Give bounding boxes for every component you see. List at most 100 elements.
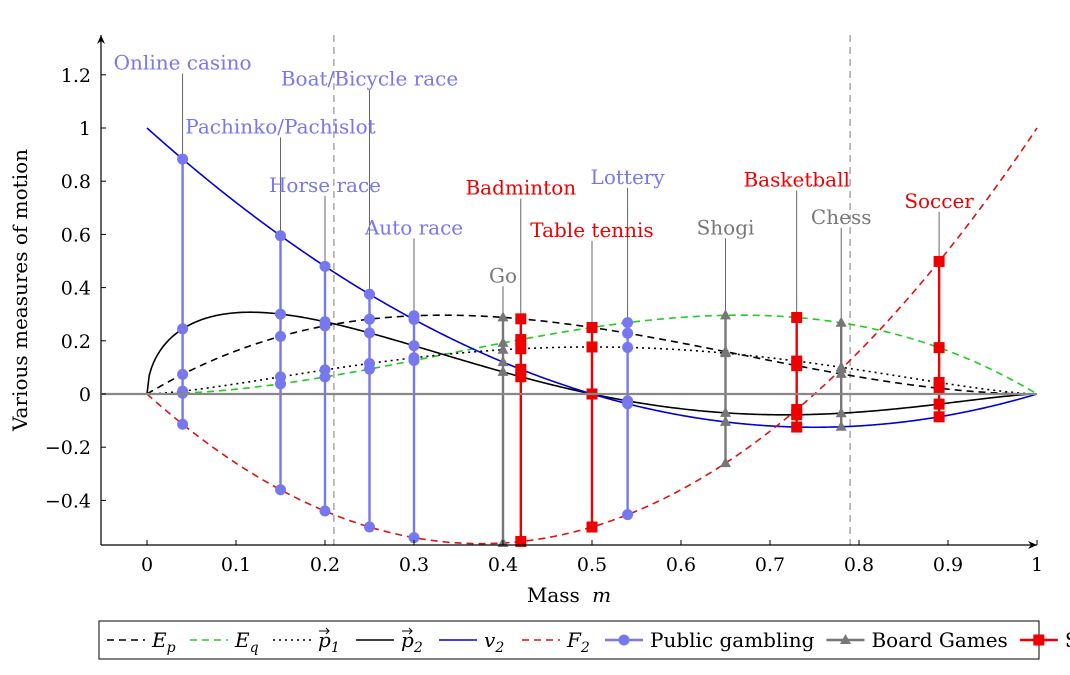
y-tick-label: −0.2 bbox=[45, 437, 91, 459]
game-marker bbox=[933, 411, 945, 423]
game-marker bbox=[515, 343, 527, 355]
game-label: Basketball bbox=[743, 168, 849, 192]
x-axis-arrow bbox=[1028, 541, 1037, 549]
game-label: Chess bbox=[811, 205, 872, 229]
y-tick-label: 0.8 bbox=[61, 171, 91, 193]
game-marker bbox=[586, 521, 598, 533]
game-marker bbox=[319, 260, 331, 272]
axes: 0 0.1 0.2 0.3 0.4 0.5 0.6 0.7 0.8 0.9 1 −0.4 −0.2 0 0.… bbox=[45, 35, 1043, 576]
game-marker bbox=[515, 334, 527, 346]
game-marker bbox=[791, 404, 803, 416]
legend-label-Ep: Ep bbox=[151, 628, 176, 656]
legend-label-p1: p1 bbox=[318, 628, 340, 656]
game-marker bbox=[835, 363, 847, 374]
y-axis-arrow bbox=[97, 35, 105, 44]
game-marker bbox=[586, 322, 598, 333]
game-label: Lottery bbox=[591, 165, 666, 189]
game-marker bbox=[720, 457, 731, 468]
x-axis-title-var: m bbox=[592, 583, 611, 607]
x-tick-label: 1 bbox=[1031, 554, 1043, 576]
legend-label-p2: p2 bbox=[401, 628, 423, 656]
game-marker bbox=[319, 364, 331, 376]
x-axis-title-text: Mass bbox=[527, 583, 580, 607]
game-marker bbox=[515, 371, 527, 383]
game-marker bbox=[408, 532, 420, 544]
game-label: Horse race bbox=[269, 173, 381, 197]
y-tick-label: 0 bbox=[79, 384, 91, 406]
legend-label-public: Public gambling bbox=[650, 628, 815, 652]
game-marker bbox=[497, 311, 509, 322]
legend-symbol: v bbox=[484, 628, 496, 652]
x-tick-label: 0.7 bbox=[755, 554, 785, 576]
game-marker bbox=[364, 288, 375, 300]
x-tick-label: 0.5 bbox=[577, 554, 607, 576]
game-marker bbox=[177, 418, 189, 430]
game-marker bbox=[515, 535, 527, 547]
y-tick-label: 0.2 bbox=[61, 331, 91, 353]
game-marker bbox=[275, 330, 286, 342]
game-marker bbox=[497, 343, 509, 354]
game-marker bbox=[408, 352, 420, 364]
game-marker bbox=[933, 255, 945, 267]
y-tick-label: −0.4 bbox=[45, 490, 91, 512]
game-marker bbox=[791, 355, 803, 367]
game-marker bbox=[835, 316, 847, 327]
game-marker bbox=[364, 357, 375, 369]
game-marker bbox=[497, 356, 509, 367]
game-label: Online casino bbox=[114, 50, 252, 74]
game-marker bbox=[791, 421, 803, 433]
x-tick-label: 0.1 bbox=[221, 554, 251, 576]
curve-F2 bbox=[146, 127, 1038, 545]
legend-vector-arrow bbox=[319, 627, 330, 635]
game-markers bbox=[177, 73, 945, 547]
legend-marker-public bbox=[618, 634, 630, 646]
y-axis-title: Various measures of motion bbox=[8, 149, 32, 432]
game-marker bbox=[319, 505, 331, 517]
legend-subscript: 2 bbox=[413, 640, 423, 656]
game-marker bbox=[275, 371, 286, 383]
game-label: Table tennis bbox=[530, 218, 653, 242]
game-marker bbox=[622, 327, 634, 339]
game-marker bbox=[364, 327, 375, 339]
x-tick-label: 0.4 bbox=[488, 554, 518, 576]
legend-subscript: 2 bbox=[494, 640, 504, 656]
game-marker bbox=[933, 382, 945, 394]
legend-subscript: 1 bbox=[331, 640, 340, 656]
game-marker bbox=[791, 311, 803, 323]
legend-symbol: p bbox=[318, 628, 331, 652]
game-marker bbox=[933, 376, 945, 388]
game-marker bbox=[622, 341, 634, 353]
game-label: Shogi bbox=[697, 215, 755, 239]
game-label: Soccer bbox=[904, 189, 974, 213]
game-marker bbox=[177, 368, 189, 380]
legend-label-F2: F2 bbox=[566, 628, 590, 656]
legend-subscript: 2 bbox=[580, 640, 590, 656]
legend-vector-arrow bbox=[402, 627, 413, 635]
game-marker bbox=[364, 313, 375, 325]
x-tick-label: 0.8 bbox=[844, 554, 874, 576]
game-marker bbox=[720, 309, 731, 320]
legend-label-v2: v2 bbox=[484, 628, 504, 656]
game-marker bbox=[835, 420, 847, 431]
x-tick-label: 0 bbox=[141, 554, 153, 576]
game-marker bbox=[177, 153, 189, 165]
game-marker bbox=[622, 509, 634, 521]
game-marker bbox=[275, 308, 286, 320]
vertical-guide-lines bbox=[333, 35, 851, 545]
game-marker bbox=[515, 363, 527, 375]
legend-symbol: E bbox=[151, 628, 167, 652]
game-marker bbox=[622, 317, 634, 329]
x-tick-label: 0.2 bbox=[310, 554, 340, 576]
game-marker bbox=[275, 484, 286, 496]
game-marker bbox=[933, 398, 945, 410]
legend-symbol: F bbox=[566, 628, 582, 652]
legend-label-Eq: Eq bbox=[234, 628, 259, 656]
game-marker bbox=[364, 521, 375, 533]
x-tick-label: 0.9 bbox=[933, 554, 963, 576]
game-marker bbox=[586, 341, 598, 353]
game-marker bbox=[408, 314, 420, 326]
x-tick-label: 0.3 bbox=[399, 554, 429, 576]
legend-marker-board bbox=[839, 634, 851, 644]
y-tick-label: 0.4 bbox=[61, 278, 91, 300]
